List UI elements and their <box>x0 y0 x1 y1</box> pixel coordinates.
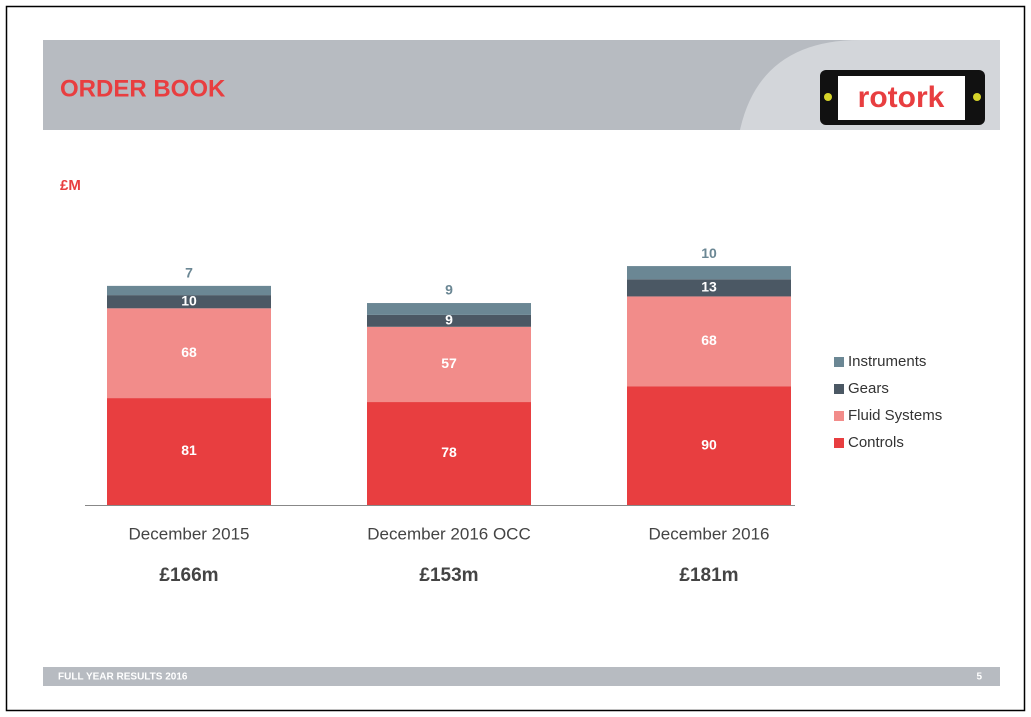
legend-label: Controls <box>848 434 904 451</box>
bar-segment <box>627 266 791 280</box>
category-total: £153m <box>419 565 478 586</box>
data-label: 9 <box>445 282 453 298</box>
unit-label: £M <box>60 177 81 194</box>
legend-label: Fluid Systems <box>848 407 942 424</box>
category-label: December 2016 OCC <box>367 524 530 543</box>
data-label: 78 <box>441 444 457 460</box>
bar-segment <box>627 279 791 297</box>
page-number: 5 <box>976 672 982 683</box>
bar-segment <box>107 308 271 399</box>
legend-label: Instruments <box>848 353 926 370</box>
bar-segment <box>107 285 271 296</box>
logo-light <box>824 93 832 101</box>
data-label: 68 <box>181 344 197 360</box>
bar-segment <box>367 402 531 505</box>
data-label: 10 <box>701 245 717 261</box>
slide-title: ORDER BOOK <box>60 75 226 102</box>
footer-band <box>43 667 1000 686</box>
data-label: 57 <box>441 355 457 371</box>
data-label: 81 <box>181 442 197 458</box>
data-label: 9 <box>445 312 453 328</box>
category-total: £181m <box>679 565 738 586</box>
category-label: December 2016 <box>649 524 770 543</box>
bar-segment <box>107 398 271 505</box>
category-total: £166m <box>159 565 218 586</box>
category-label: December 2015 <box>129 524 250 543</box>
data-label: 90 <box>701 436 717 452</box>
data-label: 10 <box>181 292 197 308</box>
bar-segment <box>627 386 791 505</box>
logo-light <box>973 93 981 101</box>
logo-box <box>838 76 965 120</box>
bar-segment <box>627 296 791 387</box>
legend-label: Gears <box>848 380 889 397</box>
bar-segment <box>367 326 531 403</box>
legend-swatch <box>834 357 844 367</box>
legend-swatch <box>834 384 844 394</box>
bar-segment <box>107 295 271 309</box>
legend-swatch <box>834 438 844 448</box>
data-label: 68 <box>701 332 717 348</box>
footer-text: FULL YEAR RESULTS 2016 <box>58 672 188 683</box>
legend-swatch <box>834 411 844 421</box>
bar-segment <box>367 303 531 315</box>
bar-segment <box>367 314 531 327</box>
data-label: 13 <box>701 279 717 295</box>
data-label: 7 <box>185 265 193 281</box>
logo-text: rotork <box>858 81 945 114</box>
